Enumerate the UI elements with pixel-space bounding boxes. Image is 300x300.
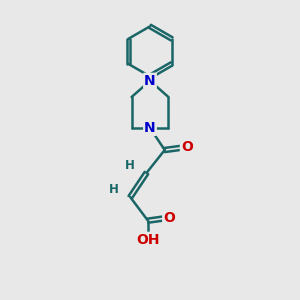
Text: H: H	[125, 159, 135, 172]
Text: H: H	[109, 183, 119, 196]
Text: N: N	[144, 121, 156, 135]
Text: OH: OH	[136, 233, 160, 247]
Text: O: O	[181, 140, 193, 154]
Text: O: O	[163, 211, 175, 225]
Text: N: N	[144, 74, 156, 88]
